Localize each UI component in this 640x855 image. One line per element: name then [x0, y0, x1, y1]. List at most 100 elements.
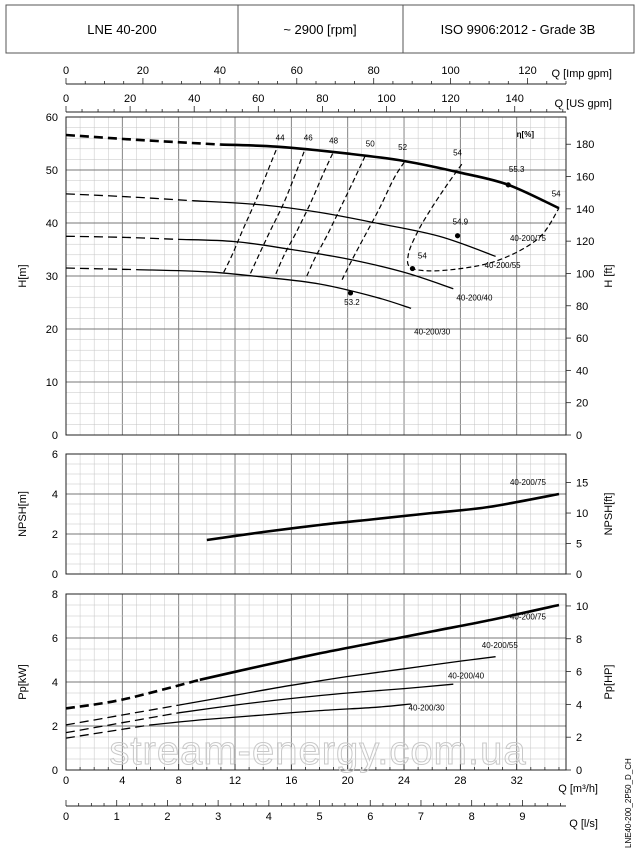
us-gpm-tick-label: 60 [252, 93, 264, 105]
series-dashed-40-200/30 [65, 724, 151, 739]
y2-tick-label: 10 [576, 601, 588, 613]
series-40-200/40 [178, 238, 454, 290]
y2-tick-label: 6 [576, 667, 582, 679]
efficiency-label: 50 [366, 140, 375, 149]
eta-label: η[%] [517, 130, 535, 139]
side-code: LNE40-200_2P50_D_CH [624, 758, 633, 848]
head-panel: 0 10 20 30 40 50 60 0 20 40 60 80 100 120 140 160 180 H[m… [17, 112, 615, 442]
ls-tick-label: 9 [519, 811, 525, 823]
series-40-200/75 [199, 603, 560, 682]
curve-label: 40-200/40 [448, 672, 485, 681]
ls-tick-label: 7 [418, 811, 424, 823]
us-gpm-tick-label: 80 [316, 93, 328, 105]
header-speed: ~ 2900 [rpm] [283, 22, 356, 37]
y2-tick-label: 20 [576, 398, 588, 410]
y-tick-label: 10 [46, 377, 58, 389]
us-gpm-tick-label: 0 [63, 93, 69, 105]
us-gpm-tick-label: 20 [124, 93, 136, 105]
y2-tick-label: 2 [576, 732, 582, 744]
us-gpm-tick-label: 120 [441, 93, 459, 105]
y2-tick-label: 60 [576, 333, 588, 345]
imp-gpm-tick-label: 80 [368, 65, 380, 77]
series-dashed-40-200/55 [65, 193, 193, 202]
curve-label: 40-200/75 [510, 234, 547, 243]
curve-label: 40-200/40 [456, 293, 493, 302]
ls-tick-label: 3 [215, 811, 221, 823]
efficiency-curve-52 [341, 160, 406, 280]
bottom-flow-axes: Q [m³/h] Q [l/s] 0 4 8 12 16 20 24 28 320 1 2 3 4 5 6 7… [63, 764, 598, 830]
y2-tick-label: 0 [576, 765, 582, 777]
y-tick-label: 6 [52, 449, 58, 461]
y2-tick-label: 80 [576, 301, 588, 313]
efficiency-curve-50 [306, 153, 367, 277]
header-standard: ISO 9906:2012 - Grade 3B [441, 22, 596, 37]
m3h-tick-label: 28 [454, 775, 466, 787]
m3h-tick-label: 12 [229, 775, 241, 787]
m3h-tick-label: 32 [511, 775, 523, 787]
m3h-tick-label: 16 [285, 775, 297, 787]
imp-gpm-tick-label: 100 [441, 65, 459, 77]
header-model: LNE 40-200 [87, 22, 156, 37]
us-gpm-tick-label: 100 [377, 93, 395, 105]
curve-label: 40-200/30 [414, 327, 451, 336]
us-gpm-axis-label: Q [US gpm] [555, 98, 612, 110]
efficiency-curve-54 [406, 163, 560, 272]
efficiency-label: 48 [329, 137, 338, 146]
efficiency-label: 44 [276, 133, 285, 142]
imp-gpm-tick-label: 40 [214, 65, 226, 77]
efficiency-label: 54 [418, 252, 427, 261]
ls-tick-label: 5 [316, 811, 322, 823]
us-gpm-tick-label: 140 [506, 93, 524, 105]
header-box [5, 4, 635, 54]
series-dashed-40-200/40 [65, 712, 179, 734]
ls-axis-label: Q [l/s] [569, 818, 598, 830]
ls-tick-label: 1 [114, 811, 120, 823]
m3h-axis-label: Q [m³/h] [558, 783, 598, 795]
y2-tick-label: 10 [576, 508, 588, 520]
m3h-tick-label: 0 [63, 775, 69, 787]
bep-point [505, 182, 511, 188]
curve-label: 40-200/55 [482, 641, 519, 650]
series-dashed-40-200/30 [65, 267, 137, 271]
y-tick-label: 0 [52, 765, 58, 777]
y-axis-title: NPSH[m] [17, 491, 29, 537]
y2-axis-title: NPSH[ft] [603, 493, 615, 536]
y-tick-label: 2 [52, 721, 58, 733]
y2-tick-label: 140 [576, 204, 594, 216]
m3h-tick-label: 4 [119, 775, 125, 787]
y-tick-label: 6 [52, 633, 58, 645]
y-tick-label: 30 [46, 271, 58, 283]
series-dashed-40-200/55 [65, 704, 179, 726]
y-tick-label: 0 [52, 569, 58, 581]
y-tick-label: 4 [52, 489, 58, 501]
series-dashed-40-200/75 [65, 678, 201, 710]
y-axis-title: H[m] [17, 264, 29, 287]
bep-point [454, 233, 461, 239]
efficiency-label: 54 [453, 149, 462, 158]
m3h-tick-label: 24 [398, 775, 410, 787]
efficiency-curve-48 [275, 151, 335, 275]
efficiency-label: 55.3 [509, 165, 525, 174]
series-dashed-40-200/40 [65, 235, 179, 241]
ls-tick-label: 2 [164, 811, 170, 823]
y2-tick-label: 15 [576, 478, 588, 490]
curve-label: 40-200/30 [409, 704, 446, 713]
y2-tick-label: 0 [576, 569, 582, 581]
series-40-200/40 [178, 683, 454, 714]
ls-tick-label: 4 [266, 811, 272, 823]
m3h-tick-label: 20 [342, 775, 354, 787]
y2-tick-label: 5 [576, 539, 582, 551]
y-tick-label: 40 [46, 218, 58, 230]
efficiency-label: 46 [304, 133, 313, 142]
npsh-panel: 0 2 4 6 0 5 10 15 NPSH[m] NPSH[ft] 40-200/75 [17, 449, 615, 581]
y2-axis-title: H [ft] [603, 264, 615, 287]
y-tick-label: 60 [46, 112, 58, 124]
imp-gpm-tick-label: 60 [291, 65, 303, 77]
series-40-200/55 [178, 656, 496, 706]
y2-tick-label: 40 [576, 365, 588, 377]
series-40-200/30 [150, 703, 412, 726]
y-axis-title: Pp[kW] [17, 664, 29, 699]
efficiency-curve-46 [249, 148, 306, 274]
y2-tick-label: 0 [576, 430, 582, 442]
curve-label: 40-200/75 [510, 612, 547, 621]
